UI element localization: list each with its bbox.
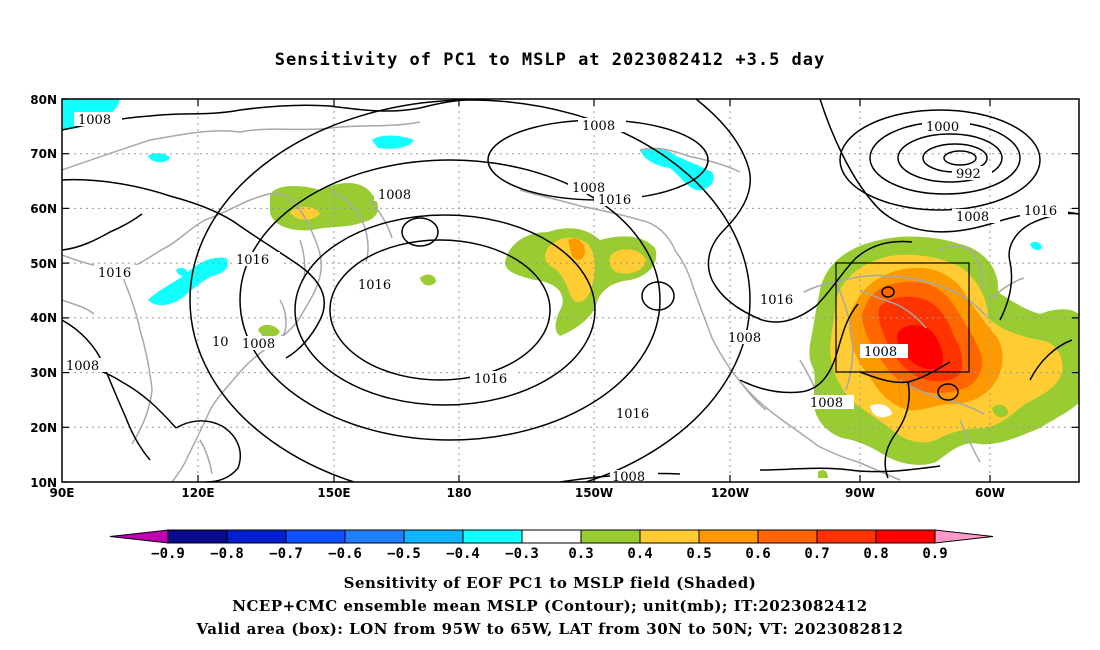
lon-label: 60W bbox=[975, 486, 1005, 500]
colorbar-swatch bbox=[344, 529, 405, 544]
colorbar: −0.9 −0.8 −0.7 −0.6 −0.5 −0.4 −0.3 0.3 0.4 0.5 0.6… bbox=[109, 529, 994, 562]
lon-label: 90E bbox=[50, 486, 75, 500]
colorbar-label: 0.9 bbox=[922, 546, 947, 562]
colorbar-label: 0.6 bbox=[745, 546, 770, 562]
colorbar-label: 0.3 bbox=[568, 546, 593, 562]
lon-label: 120W bbox=[711, 486, 749, 500]
contour-label: 1016 bbox=[358, 278, 391, 293]
contour-label: 1008 bbox=[956, 210, 989, 225]
lat-label: 70N bbox=[30, 147, 57, 161]
lon-label: 150E bbox=[317, 486, 350, 500]
contour-label: 1008 bbox=[582, 119, 615, 134]
lat-label: 40N bbox=[30, 311, 57, 325]
caption-contour: NCEP+CMC ensemble mean MSLP (Contour); u… bbox=[232, 597, 868, 615]
contour-label: 992 bbox=[956, 167, 981, 182]
contour-label: 1008 bbox=[864, 345, 897, 360]
colorbar-label: −0.3 bbox=[505, 546, 539, 562]
lat-label: 60N bbox=[30, 202, 57, 216]
contour-label: 10 bbox=[212, 335, 229, 350]
contour-label: 1016 bbox=[236, 253, 269, 268]
lon-label: 120E bbox=[181, 486, 214, 500]
sensitivity-shading bbox=[62, 99, 1079, 478]
colorbar-label: 0.4 bbox=[627, 546, 652, 562]
lat-label: 50N bbox=[30, 257, 57, 271]
coastlines bbox=[62, 121, 1025, 482]
contour-label: 1000 bbox=[926, 120, 959, 135]
colorbar-swatch bbox=[580, 529, 641, 544]
colorbar-swatch bbox=[226, 529, 287, 544]
lat-label: 20N bbox=[30, 421, 57, 435]
contour-label: 1008 bbox=[242, 337, 275, 352]
colorbar-swatch bbox=[462, 529, 523, 544]
contour-label: 1016 bbox=[598, 193, 631, 208]
longitude-labels: 90E 120E 150E 180 150W 120W 90W 60W bbox=[50, 486, 1005, 500]
colorbar-label: −0.4 bbox=[446, 546, 480, 562]
colorbar-swatch bbox=[816, 529, 877, 544]
colorbar-label: 0.8 bbox=[863, 546, 888, 562]
lon-label: 90W bbox=[845, 486, 875, 500]
contour-label: 1008 bbox=[810, 396, 843, 411]
lon-label: 180 bbox=[446, 486, 471, 500]
colorbar-label: −0.7 bbox=[269, 546, 303, 562]
caption-valid-area: Valid area (box): LON from 95W to 65W, L… bbox=[196, 620, 904, 638]
mslp-contours bbox=[62, 99, 1079, 482]
colorbar-swatch bbox=[403, 529, 464, 544]
colorbar-swatch bbox=[875, 529, 936, 544]
colorbar-label: −0.5 bbox=[387, 546, 421, 562]
contour-label: 1016 bbox=[474, 372, 507, 387]
lat-label: 30N bbox=[30, 366, 57, 380]
colorbar-label: −0.8 bbox=[210, 546, 244, 562]
map-title: Sensitivity of PC1 to MSLP at 2023082412… bbox=[274, 50, 826, 70]
colorbar-swatch bbox=[757, 529, 818, 544]
lat-label: 80N bbox=[30, 93, 57, 107]
contour-label: 1008 bbox=[378, 188, 411, 203]
colorbar-label: 0.7 bbox=[804, 546, 829, 562]
contour-label: 1008 bbox=[612, 470, 645, 485]
colorbar-swatch bbox=[639, 529, 700, 544]
colorbar-swatch bbox=[698, 529, 759, 544]
contour-label: 1016 bbox=[1024, 204, 1057, 219]
colorbar-label: −0.6 bbox=[328, 546, 362, 562]
contour-label: 1008 bbox=[66, 359, 99, 374]
colorbar-swatch bbox=[285, 529, 346, 544]
contour-label: 1016 bbox=[616, 407, 649, 422]
contour-label: 1008 bbox=[728, 331, 761, 346]
contour-label: 1016 bbox=[98, 266, 131, 281]
lon-label: 150W bbox=[575, 486, 613, 500]
colorbar-label: −0.9 bbox=[151, 546, 185, 562]
colorbar-arrow-high bbox=[934, 529, 994, 544]
latitude-labels: 80N 70N 60N 50N 40N 30N 20N 10N bbox=[30, 93, 57, 490]
colorbar-swatch bbox=[167, 529, 228, 544]
axis-ticks bbox=[62, 98, 1079, 483]
colorbar-label: 0.5 bbox=[686, 546, 711, 562]
contour-label: 1016 bbox=[760, 293, 793, 308]
colorbar-arrow-low bbox=[109, 529, 169, 544]
lat-label: 10N bbox=[30, 476, 57, 490]
valid-area-box bbox=[835, 262, 970, 373]
contour-labels: 1008 1008 1008 1008 1008 1008 1008 1008 … bbox=[62, 112, 1068, 485]
plot-frame bbox=[61, 98, 1080, 483]
caption-shading: Sensitivity of EOF PC1 to MSLP field (Sh… bbox=[343, 574, 757, 592]
contour-label: 1008 bbox=[78, 113, 111, 128]
colorbar-swatch bbox=[521, 529, 582, 544]
